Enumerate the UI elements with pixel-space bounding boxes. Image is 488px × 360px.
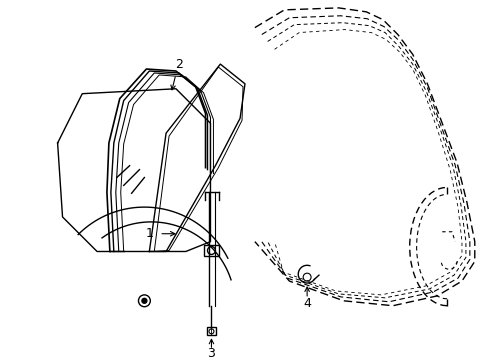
Circle shape (142, 298, 146, 303)
Text: 3: 3 (207, 347, 215, 360)
Text: 2: 2 (175, 58, 183, 71)
Bar (206, 328, 216, 335)
Text: 1: 1 (145, 227, 153, 240)
Bar (203, 244, 219, 256)
Text: 4: 4 (303, 297, 310, 310)
